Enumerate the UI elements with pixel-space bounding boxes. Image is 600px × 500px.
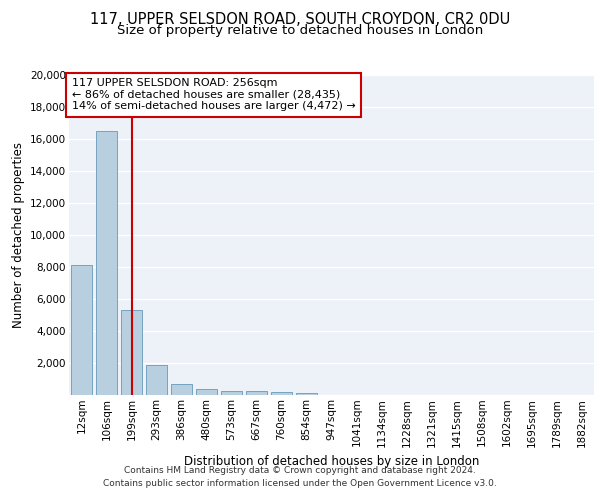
Bar: [221, 390, 242, 395]
Bar: [271, 392, 292, 395]
Bar: [121, 310, 142, 395]
X-axis label: Distribution of detached houses by size in London: Distribution of detached houses by size …: [184, 455, 479, 468]
Bar: [171, 384, 192, 395]
Bar: [96, 131, 117, 395]
Text: 117, UPPER SELSDON ROAD, SOUTH CROYDON, CR2 0DU: 117, UPPER SELSDON ROAD, SOUTH CROYDON, …: [90, 12, 510, 28]
Text: 117 UPPER SELSDON ROAD: 256sqm
← 86% of detached houses are smaller (28,435)
14%: 117 UPPER SELSDON ROAD: 256sqm ← 86% of …: [71, 78, 355, 112]
Y-axis label: Number of detached properties: Number of detached properties: [11, 142, 25, 328]
Bar: [196, 390, 217, 395]
Bar: [246, 392, 267, 395]
Bar: [71, 266, 92, 395]
Bar: [296, 393, 317, 395]
Text: Contains HM Land Registry data © Crown copyright and database right 2024.
Contai: Contains HM Land Registry data © Crown c…: [103, 466, 497, 487]
Bar: [146, 366, 167, 395]
Text: Size of property relative to detached houses in London: Size of property relative to detached ho…: [117, 24, 483, 37]
